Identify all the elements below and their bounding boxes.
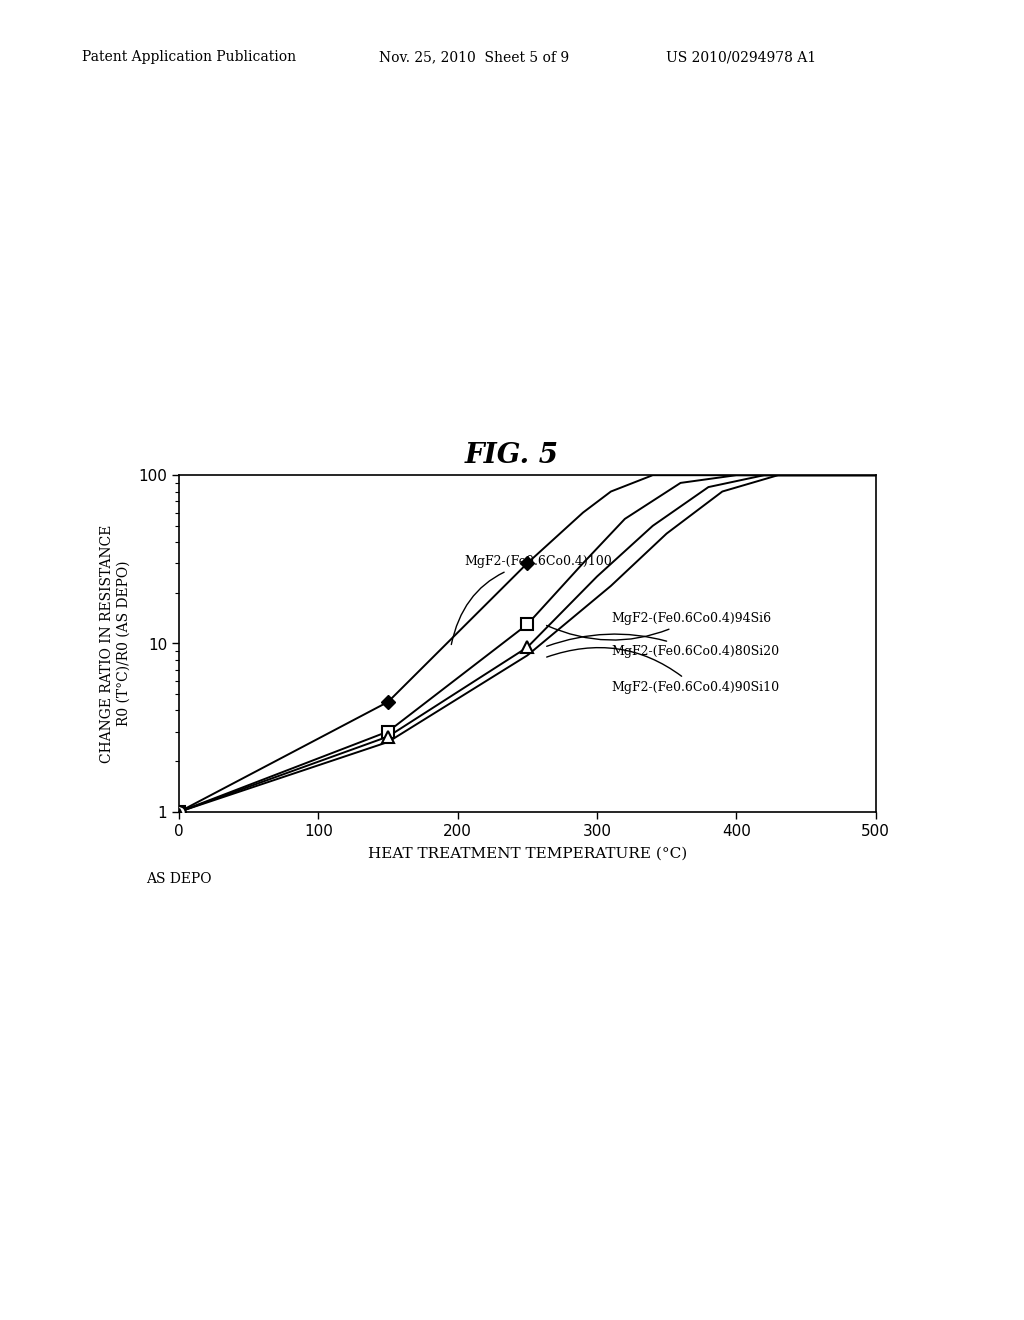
- Text: MgF2-(Fe0.6Co0.4)100: MgF2-(Fe0.6Co0.4)100: [452, 556, 612, 644]
- Text: MgF2-(Fe0.6Co0.4)80Si20: MgF2-(Fe0.6Co0.4)80Si20: [547, 634, 779, 657]
- Text: FIG. 5: FIG. 5: [465, 442, 559, 469]
- X-axis label: HEAT TREATMENT TEMPERATURE (°C): HEAT TREATMENT TEMPERATURE (°C): [368, 847, 687, 861]
- Text: MgF2-(Fe0.6Co0.4)94Si6: MgF2-(Fe0.6Co0.4)94Si6: [547, 612, 771, 640]
- Text: MgF2-(Fe0.6Co0.4)90Si10: MgF2-(Fe0.6Co0.4)90Si10: [547, 648, 779, 694]
- Text: US 2010/0294978 A1: US 2010/0294978 A1: [666, 50, 816, 65]
- Y-axis label: CHANGE RATIO IN RESISTANCE
R0 (T°C)/R0 (AS DEPO): CHANGE RATIO IN RESISTANCE R0 (T°C)/R0 (…: [100, 524, 130, 763]
- Text: AS DEPO: AS DEPO: [146, 873, 212, 887]
- Text: Nov. 25, 2010  Sheet 5 of 9: Nov. 25, 2010 Sheet 5 of 9: [379, 50, 569, 65]
- Text: Patent Application Publication: Patent Application Publication: [82, 50, 296, 65]
